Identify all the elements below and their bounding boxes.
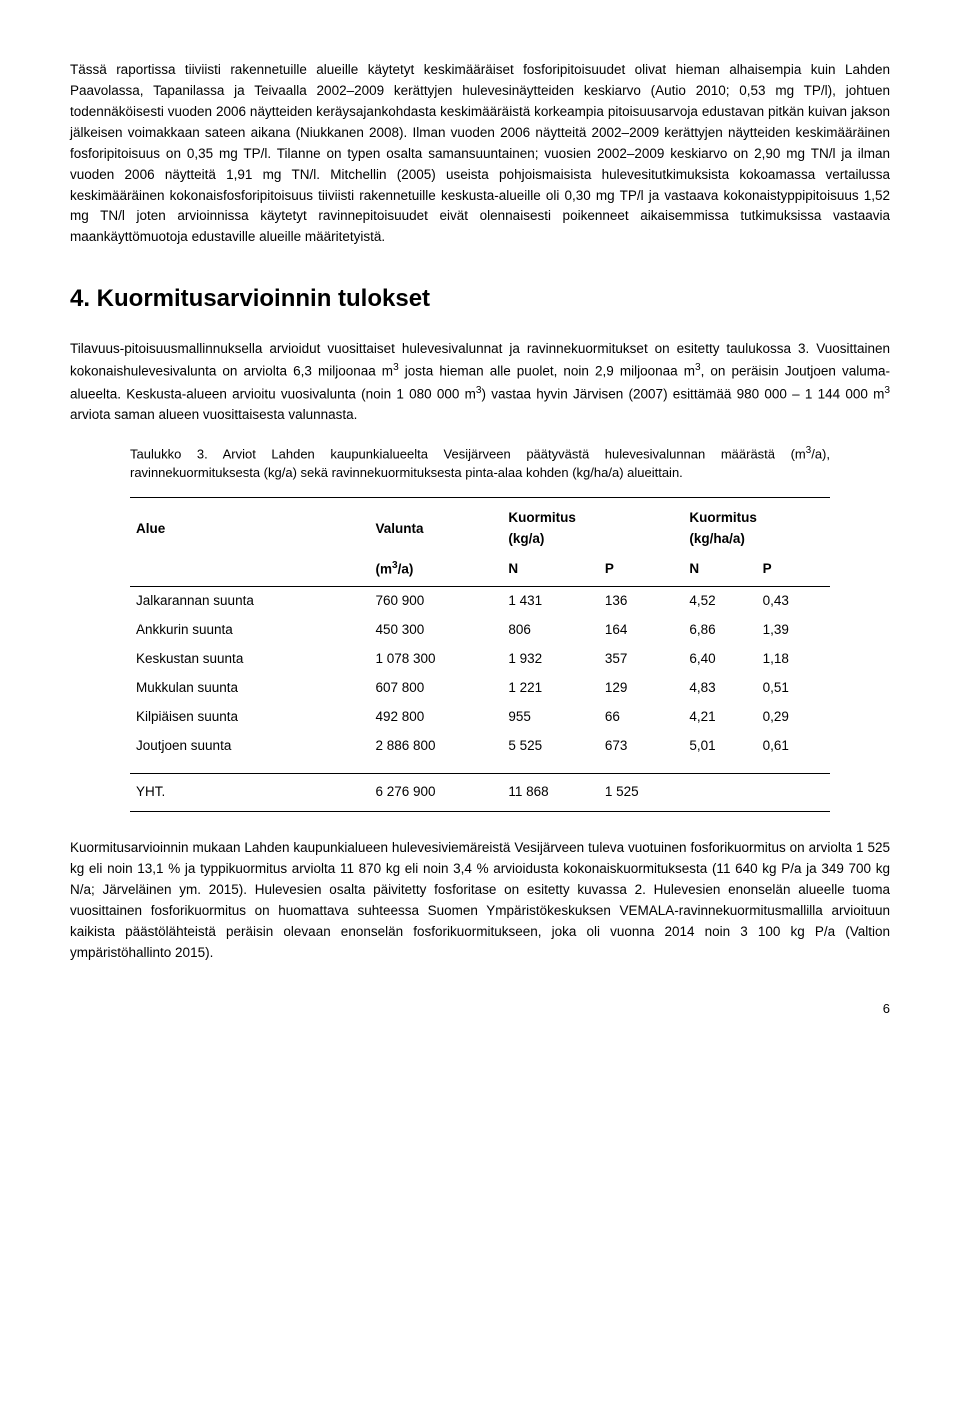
cell-p1: 1 525 xyxy=(599,773,683,811)
cell-p1: 164 xyxy=(599,616,683,645)
col-kuormitus-kg: Kuormitus (kg/a) xyxy=(502,498,683,554)
cell-alue: Jalkarannan suunta xyxy=(130,587,370,616)
col-valunta: Valunta xyxy=(370,498,503,554)
col-valunta-unit: (m3/a) xyxy=(370,554,503,587)
text: arviota saman alueen vuosittaisesta valu… xyxy=(70,407,357,422)
table-row: Mukkulan suunta607 8001 2211294,830,51 xyxy=(130,674,830,703)
cell-valunta: 760 900 xyxy=(370,587,503,616)
table-row: Joutjoen suunta2 886 8005 5256735,010,61 xyxy=(130,732,830,761)
cell-p1: 357 xyxy=(599,645,683,674)
body-paragraph-1: Tässä raportissa tiiviisti rakennetuille… xyxy=(70,60,890,248)
cell-valunta: 6 276 900 xyxy=(370,773,503,811)
text: (m xyxy=(376,562,393,577)
cell-p2: 1,18 xyxy=(757,645,830,674)
cell-p2: 1,39 xyxy=(757,616,830,645)
col-p1: P xyxy=(599,554,683,587)
superscript: 3 xyxy=(884,385,890,396)
cell-n1: 1 221 xyxy=(502,674,598,703)
cell-valunta: 607 800 xyxy=(370,674,503,703)
text: josta hieman alle puolet, noin 2,9 miljo… xyxy=(399,364,695,379)
cell-n1: 5 525 xyxy=(502,732,598,761)
body-paragraph-2: Tilavuus-pitoisuusmallinnuksella arvioid… xyxy=(70,339,890,426)
table-row: Ankkurin suunta450 3008061646,861,39 xyxy=(130,616,830,645)
body-paragraph-3: Kuormitusarvioinnin mukaan Lahden kaupun… xyxy=(70,838,890,964)
cell-alue: Kilpiäisen suunta xyxy=(130,703,370,732)
cell-p1: 129 xyxy=(599,674,683,703)
col-p2: P xyxy=(757,554,830,587)
cell-p1: 673 xyxy=(599,732,683,761)
text: (kg/a) xyxy=(508,531,544,546)
cell-n2: 6,86 xyxy=(683,616,756,645)
col-alue: Alue xyxy=(130,498,370,554)
text: /a) xyxy=(398,562,414,577)
table-body: Jalkarannan suunta760 9001 4311364,520,4… xyxy=(130,587,830,761)
cell-p2: 0,43 xyxy=(757,587,830,616)
cell-alue: Mukkulan suunta xyxy=(130,674,370,703)
col-n1: N xyxy=(502,554,598,587)
col-n2: N xyxy=(683,554,756,587)
cell-valunta: 2 886 800 xyxy=(370,732,503,761)
cell-n1: 1 431 xyxy=(502,587,598,616)
cell-n2: 6,40 xyxy=(683,645,756,674)
cell-p2: 0,51 xyxy=(757,674,830,703)
cell-valunta: 450 300 xyxy=(370,616,503,645)
table-row: Keskustan suunta1 078 3001 9323576,401,1… xyxy=(130,645,830,674)
section-heading: 4. Kuormitusarvioinnin tulokset xyxy=(70,280,890,317)
cell-valunta: 492 800 xyxy=(370,703,503,732)
cell-n1: 955 xyxy=(502,703,598,732)
cell-alue: Joutjoen suunta xyxy=(130,732,370,761)
cell-n2: 4,83 xyxy=(683,674,756,703)
cell-n1: 806 xyxy=(502,616,598,645)
text: (kg/ha/a) xyxy=(689,531,745,546)
table-row: Kilpiäisen suunta492 800955664,210,29 xyxy=(130,703,830,732)
table-row: Jalkarannan suunta760 9001 4311364,520,4… xyxy=(130,587,830,616)
col-kuormitus-kgha: Kuormitus (kg/ha/a) xyxy=(683,498,830,554)
cell-p1: 66 xyxy=(599,703,683,732)
cell-alue: YHT. xyxy=(130,773,370,811)
text: Kuormitus xyxy=(689,510,757,525)
text: Kuormitus xyxy=(508,510,576,525)
cell-n1: 11 868 xyxy=(502,773,598,811)
data-table: Alue Valunta Kuormitus (kg/a) Kuormitus … xyxy=(130,497,830,812)
table-total-row: YHT. 6 276 900 11 868 1 525 xyxy=(130,773,830,811)
cell-n2: 5,01 xyxy=(683,732,756,761)
cell-p1: 136 xyxy=(599,587,683,616)
cell-valunta: 1 078 300 xyxy=(370,645,503,674)
text: Taulukko 3. Arviot Lahden kaupunkialueel… xyxy=(130,447,806,462)
page-number: 6 xyxy=(70,999,890,1019)
table-caption: Taulukko 3. Arviot Lahden kaupunkialueel… xyxy=(130,444,830,483)
cell-alue: Keskustan suunta xyxy=(130,645,370,674)
cell-n2 xyxy=(683,773,756,811)
cell-n1: 1 932 xyxy=(502,645,598,674)
cell-alue: Ankkurin suunta xyxy=(130,616,370,645)
cell-p2: 0,29 xyxy=(757,703,830,732)
cell-n2: 4,52 xyxy=(683,587,756,616)
text: ) vastaa hyvin Järvisen (2007) esittämää… xyxy=(482,386,885,401)
cell-p2: 0,61 xyxy=(757,732,830,761)
cell-n2: 4,21 xyxy=(683,703,756,732)
cell-p2 xyxy=(757,773,830,811)
